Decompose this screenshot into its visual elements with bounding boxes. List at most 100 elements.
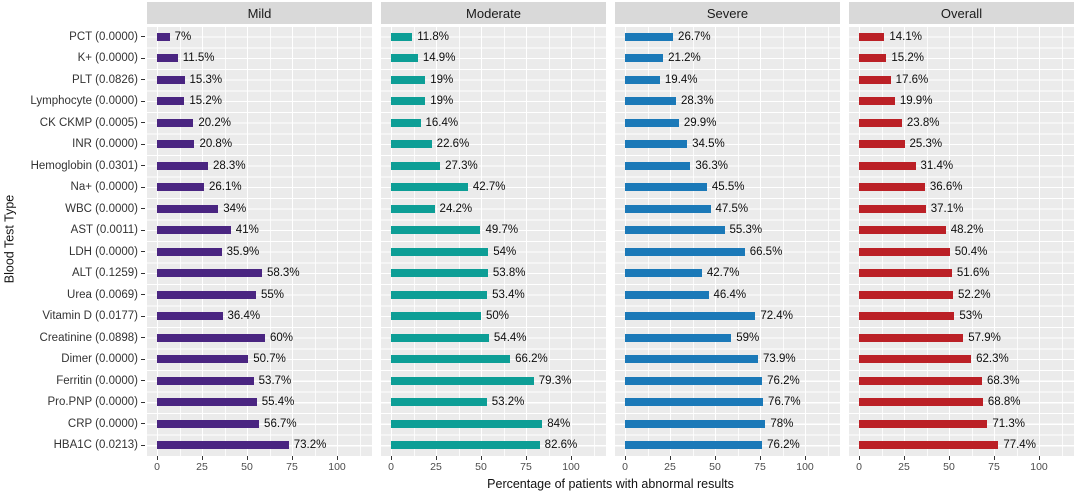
y-tick-label: Vitamin D (0.0177) [42,310,138,323]
x-axis-tick [994,456,995,460]
gridline-major [715,26,717,456]
bar-row: 16.4% [381,112,606,134]
bar-overall [859,333,964,342]
bar-row: 66.2% [381,349,606,371]
bar-row: 26.7% [615,26,840,48]
bar-row: 46.4% [615,284,840,306]
bar-row: 28.3% [147,155,372,177]
bar-mild [157,398,257,407]
bar-value-label: 53.8% [492,267,526,280]
y-tick-label: HBA1C (0.0213) [53,439,138,452]
bar-value-label: 34.5% [692,138,725,151]
bar-row: 37.1% [849,198,1074,220]
bar-value-label: 34% [223,202,247,215]
bar-moderate [391,140,432,149]
bar-row: 19% [381,69,606,91]
bar-value-label: 25.3% [909,138,943,151]
bar-row: 55.4% [147,392,372,414]
bar-row: 20.8% [147,134,372,156]
bar-overall [859,204,926,213]
bar-value-label: 19% [430,73,454,86]
bar-mild [157,290,256,299]
y-tick-label-row: Dimer (0.0000) [18,349,145,371]
bar-row: 24.2% [381,198,606,220]
bar-overall [859,183,925,192]
y-tick-label: Na+ (0.0000) [70,181,138,194]
gridline-minor [314,26,316,456]
y-tick-label: PLT (0.0826) [71,73,138,86]
bar-value-label: 16.4% [425,116,459,129]
x-axis-title: Percentage of patients with abnormal res… [487,477,734,491]
bar-row: 19% [381,91,606,113]
y-tick-label: WBC (0.0000) [65,202,138,215]
bar-mild [157,247,222,256]
bar-value-label: 24.2% [439,202,473,215]
bar-row: 84% [381,413,606,435]
bar-value-label: 78% [770,417,794,430]
bar-moderate [391,355,511,364]
bar-row: 62.3% [849,349,1074,371]
x-tick-label: 75 [520,461,532,473]
bar-value-label: 51.6% [956,267,990,280]
bar-value-label: 36.6% [929,181,963,194]
gridline-minor [179,26,181,456]
gridline-major [904,26,906,456]
figure-body: Blood Test Type PCT (0.0000) K+ (0.0000) P… [0,2,1074,476]
bar-moderate [391,183,468,192]
x-axis-tick [157,456,158,460]
x-tick-label: 0 [388,461,394,473]
gridline-minor [359,26,361,456]
bar-overall [859,75,891,84]
x-tick-label: 50 [241,461,253,473]
bar-row: 58.3% [147,263,372,285]
y-axis-title: Blood Test Type [0,2,18,476]
bar-row: 54% [381,241,606,263]
x-axis: 0 25 50 75 100 [849,456,1074,476]
bar-severe [625,161,691,170]
x-axis-tick [481,456,482,460]
bar-value-label: 31.4% [920,159,954,172]
gridline-minor [458,26,460,456]
bar-moderate [391,161,441,170]
bar-row: 27.3% [381,155,606,177]
bar-value-label: 50% [486,310,510,323]
x-axis-tick [526,456,527,460]
bar-value-label: 11.5% [182,52,215,65]
y-tick-label: CRP (0.0000) [67,417,138,430]
x-tick-label: 100 [328,461,346,473]
bar-mild [157,32,170,41]
plot-area: 11.8% 14.9% 19% 19% 16.4% 22.6% 27.3% 42.7% 24.2… [381,26,606,456]
gridline-minor [1016,26,1018,456]
gridline-minor [647,26,649,456]
gridline-major [436,26,438,456]
bar-mild [157,75,185,84]
bar-moderate [391,376,534,385]
gridline-major [157,26,159,456]
bar-row: 53.7% [147,370,372,392]
y-tick-label-row: HBA1C (0.0213) [18,435,145,457]
bar-row: 22.6% [381,134,606,156]
bar-row: 28.3% [615,91,840,113]
bar-row: 20.2% [147,112,372,134]
y-tick-label: Dimer (0.0000) [61,353,138,366]
facet-panel-mild: Mild 7% 11.5% 15.3% 15.2% 20.2% 20.8% 28.3% 26.1… [147,2,372,476]
bar-overall [859,269,952,278]
bar-value-label: 60% [270,331,294,344]
gridline-minor [593,26,595,456]
bar-severe [625,398,764,407]
x-tick-label: 25 [196,461,208,473]
x-axis-tick [760,456,761,460]
bar-value-label: 79.3% [538,374,572,387]
y-axis-tick [141,79,145,81]
bar-overall [859,312,955,321]
gridline-major [805,26,807,456]
y-tick-label-row: Na+ (0.0000) [18,177,145,199]
bar-severe [625,419,766,428]
gridline-minor [503,26,505,456]
bar-row: 50% [381,306,606,328]
bar-value-label: 50.4% [954,245,988,258]
facet-header-mild: Mild [147,2,372,24]
bar-mild [157,226,231,235]
bar-value-label: 23.8% [906,116,940,129]
gridline-major [526,26,528,456]
